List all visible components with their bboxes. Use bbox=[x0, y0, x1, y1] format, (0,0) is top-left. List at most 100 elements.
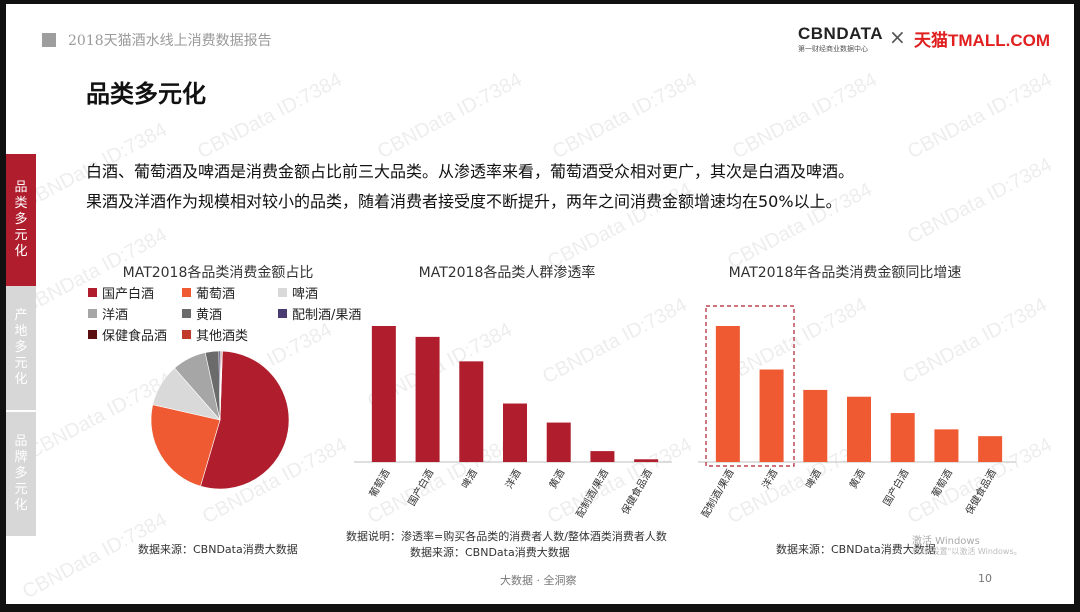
pie-slice bbox=[150, 404, 221, 487]
bar bbox=[890, 413, 915, 462]
x-tick-label: 国产白酒 bbox=[880, 467, 911, 508]
bar bbox=[803, 389, 828, 462]
bar bbox=[415, 336, 440, 462]
side-tab-brand[interactable]: 品牌多元化 bbox=[6, 412, 36, 536]
legend-item: 保健食品酒 bbox=[88, 325, 167, 344]
legend-label: 黄酒 bbox=[196, 308, 223, 323]
x-tick-label: 配制酒/果酒 bbox=[699, 467, 737, 520]
side-tab-char: 多 bbox=[14, 212, 28, 227]
legend-item: 黄酒 bbox=[182, 304, 222, 323]
penetration-chart-title: MAT2018各品类人群渗透率 bbox=[418, 265, 596, 281]
legend-swatch bbox=[182, 330, 191, 339]
side-tab-char: 多 bbox=[14, 466, 28, 481]
footer-slogan: 大数据 · 全洞察 bbox=[500, 574, 577, 587]
bar bbox=[371, 326, 396, 462]
frame-right bbox=[1074, 0, 1080, 612]
bar bbox=[503, 403, 527, 462]
frame-bottom bbox=[0, 604, 1080, 612]
x-tick-label: 保健食品酒 bbox=[962, 467, 998, 517]
legend-item: 其他酒类 bbox=[182, 325, 248, 344]
legend-swatch bbox=[88, 330, 97, 339]
page-number: 10 bbox=[978, 572, 992, 585]
growth-chart-title: MAT2018年各品类消费金额同比增速 bbox=[728, 265, 962, 281]
frame-left bbox=[0, 0, 6, 612]
legend-item: 葡萄酒 bbox=[182, 283, 235, 302]
legend-item: 洋酒 bbox=[88, 304, 128, 323]
intro-line-2: 果酒及洋酒作为规模相对较小的品类，随着消费者接受度不断提升，两年之间消费金额增速… bbox=[86, 192, 842, 211]
highlight-dashed-box bbox=[705, 305, 795, 467]
side-tab-char: 元 bbox=[14, 356, 28, 371]
x-tick-label: 国产白酒 bbox=[405, 467, 436, 508]
side-tab-char: 品 bbox=[14, 434, 28, 449]
side-tab-origin[interactable]: 产地多元化 bbox=[6, 286, 36, 410]
side-tab-char: 地 bbox=[14, 324, 28, 339]
bar bbox=[590, 451, 615, 462]
penetration-note: 数据说明：渗透率=购买各品类的消费者人数/整体酒类消费者人数 bbox=[346, 530, 667, 543]
x-tick-label: 黄酒 bbox=[846, 467, 867, 491]
legend-swatch bbox=[182, 309, 191, 318]
pie-chart-title: MAT2018各品类消费金额占比 bbox=[122, 265, 314, 281]
page-title: 品类多元化 bbox=[86, 80, 206, 108]
x-tick-label: 洋酒 bbox=[759, 467, 780, 491]
bar bbox=[847, 396, 871, 462]
bar bbox=[715, 326, 740, 462]
legend-swatch bbox=[182, 288, 191, 297]
legend-label: 配制酒/果酒 bbox=[292, 308, 362, 323]
x-tick-label: 葡萄酒 bbox=[366, 467, 392, 499]
header-square-icon bbox=[42, 33, 56, 47]
growth-bar-chart: 配制酒/果酒 洋酒 啤酒 黄酒 国产白酒 葡萄酒 保健食品酒 bbox=[698, 326, 1016, 520]
legend-swatch bbox=[88, 309, 97, 318]
legend-label: 保健食品酒 bbox=[102, 329, 168, 344]
x-tick-label: 黄酒 bbox=[546, 467, 567, 491]
cbndata-logo: CBNDATA bbox=[798, 24, 884, 43]
windows-activate-line2: 转到"设置"以激活 Windows。 bbox=[912, 547, 1022, 556]
side-tab-char: 品 bbox=[14, 180, 28, 195]
cbndata-logo-tagline: 第一财经商业数据中心 bbox=[798, 45, 868, 53]
x-tick-label: 啤酒 bbox=[459, 468, 479, 491]
pie-slice bbox=[200, 350, 290, 490]
side-tab-char: 类 bbox=[14, 196, 28, 211]
intro-line-1: 白酒、葡萄酒及啤酒是消费金额占比前三大品类。从渗透率来看，葡萄酒受众相对更广，其… bbox=[86, 162, 855, 181]
windows-activate-line1: 激活 Windows bbox=[912, 536, 980, 547]
bar bbox=[459, 361, 484, 462]
penetration-source: 数据来源：CBNData消费大数据 bbox=[410, 546, 570, 559]
legend-swatch bbox=[278, 288, 287, 297]
side-tab-char: 产 bbox=[14, 308, 28, 323]
bar bbox=[759, 369, 784, 462]
bar bbox=[934, 429, 959, 462]
x-tick-label: 配制酒/果酒 bbox=[573, 467, 611, 520]
legend-item: 国产白酒 bbox=[88, 283, 154, 302]
bar bbox=[978, 436, 1003, 462]
pie-slice bbox=[219, 350, 223, 421]
legend-label: 洋酒 bbox=[102, 308, 129, 323]
side-tab-char: 化 bbox=[14, 372, 28, 387]
legend-label: 国产白酒 bbox=[102, 287, 155, 302]
frame-top bbox=[0, 0, 1080, 4]
logo-separator: × bbox=[889, 25, 906, 49]
x-tick-label: 保健食品酒 bbox=[618, 467, 654, 517]
side-tab-category[interactable]: 品类多元化 bbox=[6, 154, 36, 286]
report-title: 2018天猫酒水线上消费数据报告 bbox=[68, 33, 272, 49]
legend-label: 葡萄酒 bbox=[196, 287, 236, 302]
x-tick-label: 葡萄酒 bbox=[929, 467, 955, 499]
side-tab-char: 化 bbox=[14, 498, 28, 513]
legend-item: 啤酒 bbox=[278, 283, 318, 302]
x-tick-label: 洋酒 bbox=[502, 467, 523, 491]
side-tab-char: 元 bbox=[14, 228, 28, 243]
x-tick-label: 啤酒 bbox=[803, 468, 823, 491]
bar bbox=[634, 459, 659, 462]
side-tab-char: 元 bbox=[14, 482, 28, 497]
penetration-bar-chart: 葡萄酒 国产白酒 啤酒 洋酒 黄酒 配制酒/果酒 保健食品酒 bbox=[354, 326, 672, 520]
intro-text: 白酒、葡萄酒及啤酒是消费金额占比前三大品类。从渗透率来看，葡萄酒受众相对更广，其… bbox=[86, 157, 854, 217]
legend-item: 配制酒/果酒 bbox=[278, 304, 361, 323]
tmall-logo: 天猫TMALL.COM bbox=[914, 31, 1050, 50]
pie-source: 数据来源：CBNData消费大数据 bbox=[138, 543, 298, 556]
legend-label: 其他酒类 bbox=[196, 329, 249, 344]
legend-swatch bbox=[88, 288, 97, 297]
bar bbox=[546, 422, 571, 462]
side-tab-char: 多 bbox=[14, 340, 28, 355]
growth-source: 数据来源：CBNData消费大数据 bbox=[776, 543, 936, 556]
legend-label: 啤酒 bbox=[292, 287, 319, 302]
